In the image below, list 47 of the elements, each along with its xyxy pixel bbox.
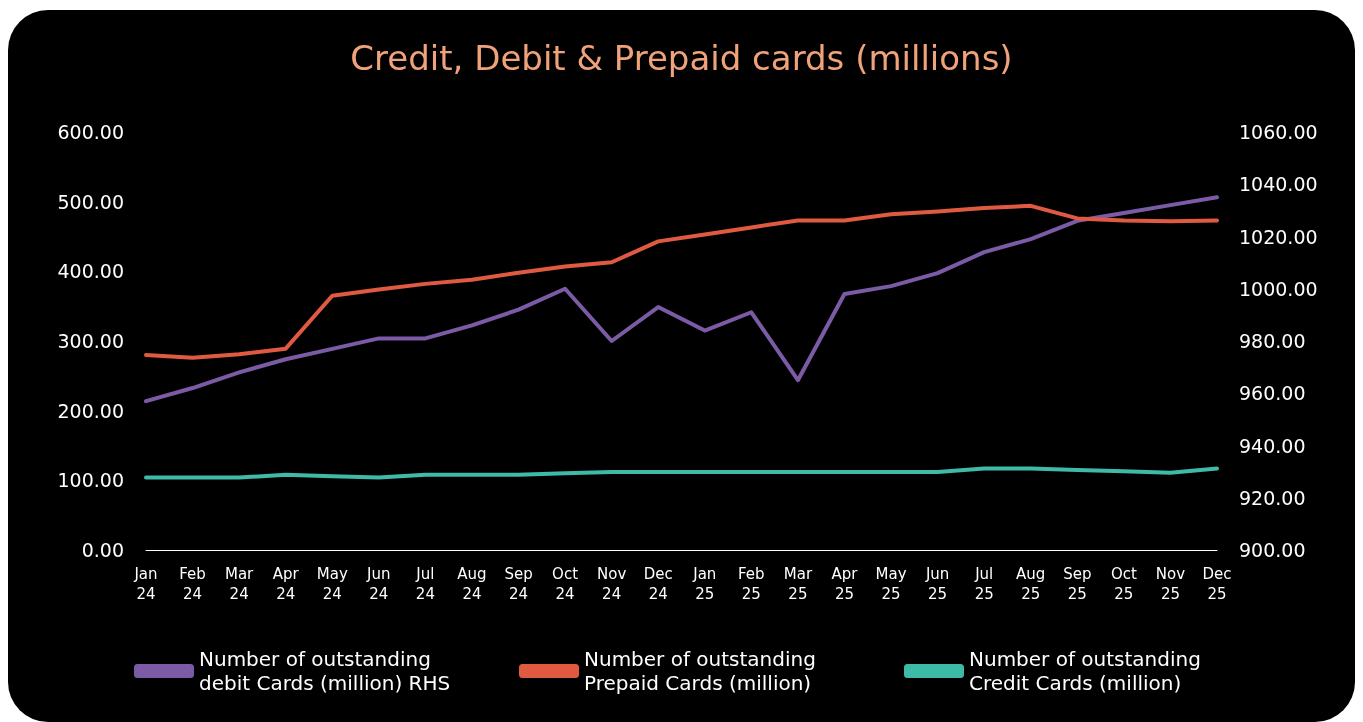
x-tick-label: May 24: [316, 565, 348, 603]
x-tick-label: Sep 24: [504, 565, 533, 603]
y2-tick-label: 1040.00: [1239, 173, 1318, 196]
line-series: [144, 195, 1219, 404]
y-tick-label: 200.00: [57, 399, 124, 422]
x-tick-label: Nov 25: [1155, 565, 1186, 603]
x-tick-label: Aug 24: [457, 565, 487, 603]
y-tick-label: 100.00: [57, 469, 124, 492]
y2-tick-label: 940.00: [1239, 434, 1306, 457]
x-tick-label: Dec 25: [1202, 565, 1232, 603]
x-tick-label: Jun 24: [366, 565, 391, 603]
x-tick-label: Jul 25: [974, 565, 994, 603]
y-tick-label: 500.00: [57, 190, 124, 213]
y2-tick-label: 980.00: [1239, 330, 1306, 352]
legend-label: Number of outstanding debit Cards (million) RHS: [199, 647, 451, 695]
x-tick-label: Feb 24: [179, 565, 206, 603]
y-tick-label: 400.00: [57, 260, 124, 283]
y2-tick-label: 1000.00: [1239, 277, 1318, 300]
y2-tick-label: 960.00: [1239, 382, 1306, 405]
chart-title: Credit, Debit & Prepaid cards (millions): [350, 38, 1013, 78]
line-series: [144, 466, 1219, 480]
x-tick-label: Sep 25: [1063, 565, 1092, 603]
x-tick-label: May 25: [875, 565, 907, 603]
y2-tick-label: 920.00: [1239, 486, 1306, 509]
x-tick-label: Jun 25: [924, 565, 950, 603]
x-tick-label: Apr 24: [272, 565, 300, 603]
x-tick-label: Oct 25: [1110, 565, 1137, 603]
x-tick-label: Nov 24: [597, 565, 627, 603]
x-tick-label: Mar 25: [783, 565, 813, 603]
x-tick-label: Mar 24: [224, 565, 255, 603]
x-tick-label: Jan 24: [133, 565, 158, 603]
x-tick-label: Dec 24: [643, 565, 673, 603]
x-tick-label: Feb 25: [738, 565, 765, 603]
x-tick-label: Jul 24: [415, 565, 435, 603]
x-tick-label: Jan 25: [692, 565, 717, 603]
x-tick-label: Apr 25: [831, 565, 859, 603]
legend-label: Number of outstanding Prepaid Cards (million): [584, 647, 823, 695]
y2-tick-label: 1060.00: [1239, 121, 1318, 143]
y2-tick-label: 1020.00: [1239, 225, 1318, 248]
line-series: [144, 203, 1219, 360]
y-tick-label: 600.00: [57, 121, 124, 143]
y2-tick-label: 900.00: [1239, 539, 1306, 561]
x-tick-label: Oct 24: [552, 565, 579, 603]
legend-label: Number of outstanding Credit Cards (million): [969, 647, 1208, 695]
y-tick-label: 300.00: [57, 330, 124, 352]
x-tick-label: Aug 25: [1016, 565, 1046, 603]
y-tick-label: 0.00: [81, 539, 124, 561]
